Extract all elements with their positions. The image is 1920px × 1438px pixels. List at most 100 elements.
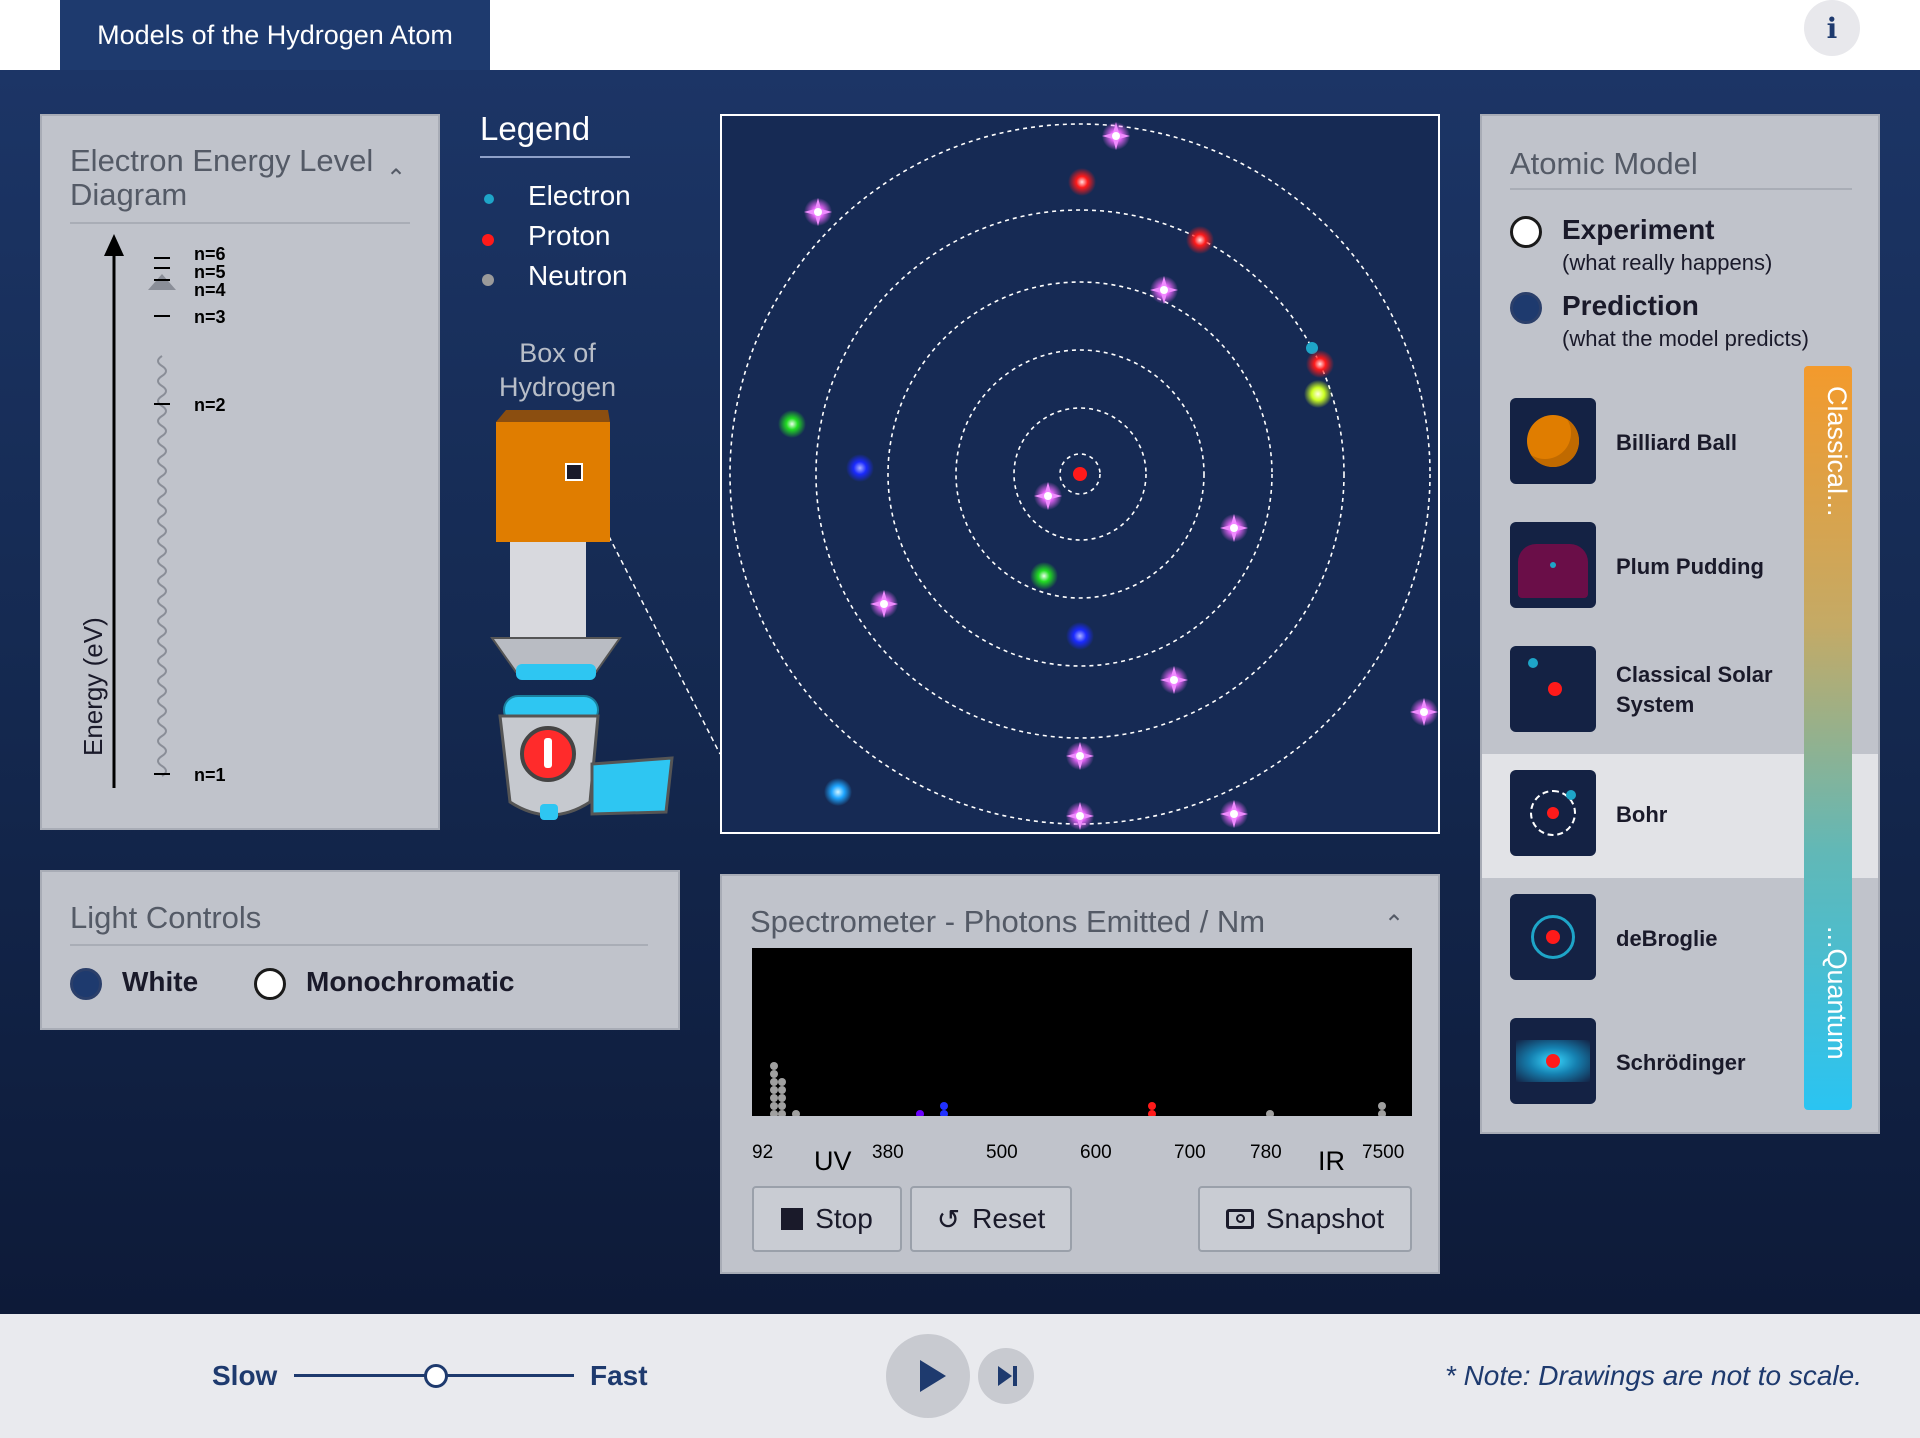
experiment-label[interactable]: Experiment xyxy=(1562,214,1715,245)
legend-divider xyxy=(480,156,630,158)
photon xyxy=(1186,226,1214,254)
divider xyxy=(1510,188,1852,190)
experiment-sub: (what really happens) xyxy=(1562,250,1773,275)
not-to-scale-note: * Note: Drawings are not to scale. xyxy=(1444,1360,1862,1391)
atomic-model-panel: Atomic Model Experiment (what really hap… xyxy=(1480,114,1880,1134)
model-debroglie[interactable]: deBroglie xyxy=(1482,878,1878,1002)
solar-system-icon xyxy=(1510,646,1596,732)
tick-7500: 7500 xyxy=(1362,1142,1405,1163)
ir-region-label: IR xyxy=(1318,1146,1345,1176)
photon xyxy=(778,410,806,438)
photon xyxy=(824,778,852,806)
stop-label: Stop xyxy=(815,1203,873,1234)
white-light-radio[interactable] xyxy=(70,968,102,1000)
electron-legend-dot xyxy=(484,194,494,204)
level-label-n2: n=2 xyxy=(194,395,226,415)
prediction-radio[interactable] xyxy=(1510,292,1542,324)
prediction-label[interactable]: Prediction xyxy=(1562,290,1699,321)
photon xyxy=(1304,380,1332,408)
model-billiard-ball[interactable]: Billiard Ball xyxy=(1482,382,1878,506)
photon xyxy=(846,454,874,482)
monochromatic-label[interactable]: Monochromatic xyxy=(306,966,515,997)
zoom-square-icon xyxy=(565,463,583,481)
model-classical-solar-system[interactable]: Classical Solar System xyxy=(1482,630,1878,754)
photon xyxy=(1066,622,1094,650)
model-plum-pudding[interactable]: Plum Pudding xyxy=(1482,506,1878,630)
transition-arrow-head xyxy=(148,274,176,290)
tick-700: 700 xyxy=(1174,1142,1206,1163)
white-light-label[interactable]: White xyxy=(122,966,199,997)
bottom-bar: Slow Fast * Note: Drawings are not to sc… xyxy=(0,1314,1920,1438)
atom-nucleus-proton xyxy=(1073,467,1087,481)
tick-92: 92 xyxy=(752,1142,774,1163)
photon xyxy=(870,590,898,618)
photon xyxy=(1306,350,1334,378)
model-label: Plum Pudding xyxy=(1616,554,1764,579)
monochromatic-radio[interactable] xyxy=(254,968,286,1000)
bohr-icon xyxy=(1510,770,1596,856)
atom-view xyxy=(720,114,1440,834)
model-label: Classical Solar System xyxy=(1616,662,1773,717)
bohr-orbits xyxy=(729,123,1431,825)
level-label-n4: n=4 xyxy=(194,280,226,300)
info-icon[interactable]: i xyxy=(1804,0,1860,56)
atomic-model-title: Atomic Model xyxy=(1510,146,1698,181)
tick-500: 500 xyxy=(986,1142,1018,1163)
energy-panel-title: Electron Energy Level Diagram xyxy=(70,143,374,212)
photon xyxy=(1220,800,1248,828)
stop-button[interactable]: Stop xyxy=(752,1186,902,1252)
collapse-chevron-icon[interactable]: ⌃ xyxy=(1384,911,1405,938)
spectrometer-title: Spectrometer - Photons Emitted / Nm xyxy=(750,904,1266,939)
debroglie-icon xyxy=(1510,894,1596,980)
step-forward-icon xyxy=(998,1366,1017,1386)
light-beam xyxy=(510,542,586,638)
model-schrodinger[interactable]: Schrödinger xyxy=(1482,1002,1878,1126)
tick-600: 600 xyxy=(1080,1142,1112,1163)
app-title-tab[interactable]: Models of the Hydrogen Atom xyxy=(60,0,490,70)
schrodinger-icon xyxy=(1510,1018,1596,1104)
level-label-n6: n=6 xyxy=(194,244,226,264)
step-button[interactable] xyxy=(978,1348,1034,1404)
speed-slider-thumb[interactable] xyxy=(424,1364,448,1388)
proton-legend-dot xyxy=(482,234,494,246)
spectrometer-graphic xyxy=(752,948,1412,1116)
collapse-chevron-icon[interactable]: ⌃ xyxy=(386,165,407,192)
photon xyxy=(1030,562,1058,590)
neutron-legend-dot xyxy=(482,274,494,286)
play-button[interactable] xyxy=(886,1334,970,1418)
photon xyxy=(1220,514,1248,542)
bohr-atom-graphic xyxy=(729,122,1438,830)
photon-transition-squiggle xyxy=(157,355,167,777)
speed-fast-label: Fast xyxy=(590,1360,648,1391)
billiard-ball-icon xyxy=(1510,398,1596,484)
snapshot-label: Snapshot xyxy=(1265,1203,1385,1234)
hydrogen-box xyxy=(496,422,610,542)
light-controls-panel: Light Controls White Monochromatic xyxy=(40,870,680,1030)
energy-level-panel: Electron Energy Level Diagram ⌃ Energy (… xyxy=(40,114,440,830)
uv-region-label: UV xyxy=(814,1146,852,1176)
play-icon xyxy=(920,1360,946,1392)
box-of-hydrogen-label: Box of Hydrogen xyxy=(498,338,617,402)
divider xyxy=(70,944,648,946)
light-controls-title: Light Controls xyxy=(70,900,262,935)
box-and-light-source xyxy=(490,410,720,820)
stop-icon xyxy=(781,1208,804,1230)
level-label-n3: n=3 xyxy=(194,307,226,327)
photon xyxy=(1068,168,1096,196)
experiment-radio[interactable] xyxy=(1510,216,1542,248)
prediction-sub: (what the model predicts) xyxy=(1562,326,1809,351)
box-top xyxy=(496,410,610,422)
energy-diagram-graphic: Energy (eV) n=6 n=5 n=4 n=3 n=2 n=1 xyxy=(78,234,226,788)
level-label-n5: n=5 xyxy=(194,262,226,282)
classical-quantum-scale: Classical... ...Quantum xyxy=(1804,366,1852,1110)
legend-electron: Electron xyxy=(528,180,631,211)
reset-button[interactable]: ↺ Reset xyxy=(910,1186,1072,1252)
photon xyxy=(1150,276,1178,304)
scale-classical-label: Classical... xyxy=(1822,386,1852,517)
snapshot-button[interactable]: Snapshot xyxy=(1198,1186,1412,1252)
reset-icon: ↺ xyxy=(936,1203,961,1235)
model-label: Schrödinger xyxy=(1616,1050,1746,1075)
light-gun-handle xyxy=(590,756,674,816)
divider xyxy=(70,222,410,224)
top-bar: Models of the Hydrogen Atom i xyxy=(0,0,1920,70)
